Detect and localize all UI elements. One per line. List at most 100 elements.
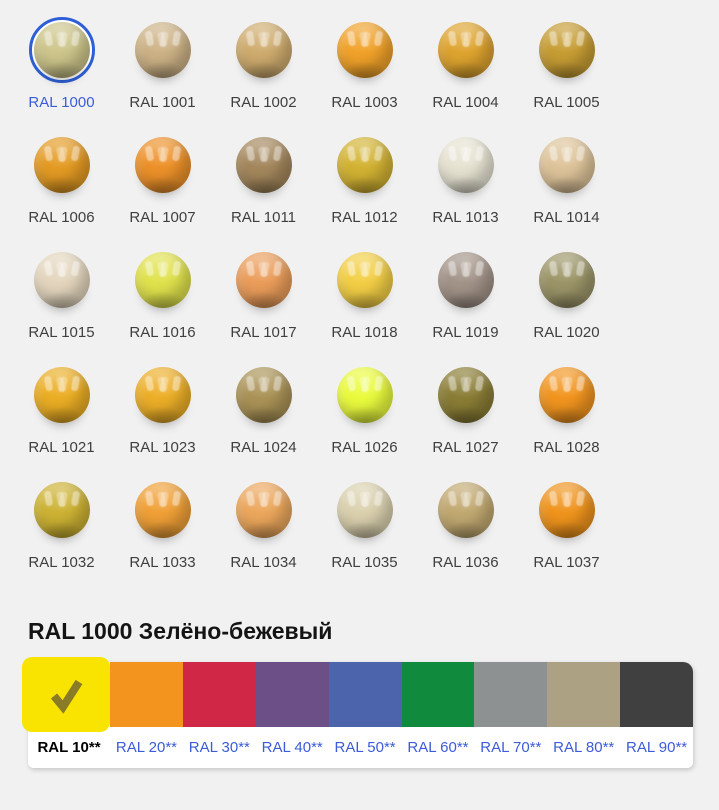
series-swatch[interactable] [474, 662, 548, 727]
ral-color-item[interactable]: RAL 1026 [314, 355, 415, 470]
color-sphere [437, 22, 494, 78]
ral-color-item[interactable]: RAL 1014 [516, 125, 617, 240]
ral-code-label: RAL 1033 [129, 554, 196, 571]
ral-code-label: RAL 1018 [331, 324, 398, 341]
ral-color-item[interactable]: RAL 1024 [213, 355, 314, 470]
selection-ring [130, 362, 196, 428]
series-link[interactable]: RAL 30** [188, 739, 250, 756]
series-link[interactable]: RAL 80** [553, 739, 615, 756]
ral-code-label: RAL 1015 [28, 324, 95, 341]
color-sphere [235, 252, 292, 308]
ral-color-item[interactable]: RAL 1012 [314, 125, 415, 240]
ral-color-item[interactable]: RAL 1027 [415, 355, 516, 470]
ral-code-label: RAL 1034 [230, 554, 297, 571]
series-swatch-row [22, 657, 693, 732]
selection-ring [231, 17, 297, 83]
ral-code-label: RAL 1006 [28, 209, 95, 226]
ral-code-label: RAL 1032 [28, 554, 95, 571]
color-sphere [538, 22, 595, 78]
selection-ring [29, 477, 95, 543]
ral-color-item[interactable]: RAL 1015 [11, 240, 112, 355]
ral-color-item[interactable]: RAL 1019 [415, 240, 516, 355]
ral-color-item[interactable]: RAL 1011 [213, 125, 314, 240]
ral-code-label: RAL 1012 [331, 209, 398, 226]
ral-code-label: RAL 1035 [331, 554, 398, 571]
color-sphere [437, 252, 494, 308]
ral-code-label: RAL 1016 [129, 324, 196, 341]
color-sphere [336, 137, 393, 193]
ral-color-item[interactable]: RAL 1005 [516, 10, 617, 125]
ral-code-label: RAL 1005 [533, 94, 600, 111]
ral-color-item[interactable]: RAL 1007 [112, 125, 213, 240]
color-sphere [336, 22, 393, 78]
selection-ring [130, 477, 196, 543]
selection-ring [433, 362, 499, 428]
color-sphere [33, 137, 90, 193]
color-sphere [437, 137, 494, 193]
selection-ring [433, 17, 499, 83]
series-link[interactable]: RAL 10** [37, 739, 101, 756]
ral-color-item[interactable]: RAL 1028 [516, 355, 617, 470]
ral-color-item[interactable]: RAL 1004 [415, 10, 516, 125]
series-link[interactable]: RAL 90** [625, 739, 688, 756]
series-link[interactable]: RAL 50** [334, 739, 396, 756]
ral-color-item[interactable]: RAL 1020 [516, 240, 617, 355]
ral-code-label: RAL 1000 [28, 94, 95, 111]
ral-color-item[interactable]: RAL 1021 [11, 355, 112, 470]
color-sphere [33, 252, 90, 308]
series-swatch[interactable] [110, 662, 183, 727]
ral-color-item[interactable]: RAL 1000 [11, 10, 112, 125]
color-sphere [134, 22, 191, 78]
series-swatch[interactable] [547, 662, 621, 727]
series-swatch[interactable] [401, 662, 475, 727]
ral-color-item[interactable]: RAL 1016 [112, 240, 213, 355]
color-sphere [538, 367, 595, 423]
ral-color-item[interactable]: RAL 1018 [314, 240, 415, 355]
selection-ring [29, 132, 95, 198]
color-sphere [134, 367, 191, 423]
ral-color-item[interactable]: RAL 1013 [415, 125, 516, 240]
color-sphere [33, 482, 90, 538]
series-swatch[interactable] [255, 662, 329, 727]
series-label-row: RAL 10** RAL 20** RAL 30** RAL 40** RAL … [28, 727, 693, 768]
color-sphere [437, 367, 494, 423]
ral-code-label: RAL 1014 [533, 209, 600, 226]
series-swatch[interactable] [328, 662, 402, 727]
ral-color-item[interactable]: RAL 1034 [213, 470, 314, 585]
ral-color-item[interactable]: RAL 1002 [213, 10, 314, 125]
color-sphere [336, 252, 393, 308]
ral-code-label: RAL 1007 [129, 209, 196, 226]
ral-code-label: RAL 1002 [230, 94, 297, 111]
ral-color-item[interactable]: RAL 1023 [112, 355, 213, 470]
color-sphere [33, 367, 90, 423]
ral-color-item[interactable]: RAL 1001 [112, 10, 213, 125]
ral-color-item[interactable]: RAL 1032 [11, 470, 112, 585]
ral-color-item[interactable]: RAL 1003 [314, 10, 415, 125]
selection-ring [332, 132, 398, 198]
selection-ring [433, 247, 499, 313]
ral-color-item[interactable]: RAL 1037 [516, 470, 617, 585]
series-link[interactable]: RAL 70** [480, 739, 542, 756]
color-sphere [437, 482, 494, 538]
ral-color-item[interactable]: RAL 1006 [11, 125, 112, 240]
color-sphere [538, 252, 595, 308]
series-swatch[interactable] [182, 662, 256, 727]
ral-code-label: RAL 1026 [331, 439, 398, 456]
series-link[interactable]: RAL 20** [115, 739, 178, 756]
series-swatch[interactable] [620, 662, 693, 727]
ral-color-item[interactable]: RAL 1017 [213, 240, 314, 355]
color-sphere [336, 482, 393, 538]
ral-code-label: RAL 1036 [432, 554, 499, 571]
color-sphere [538, 482, 595, 538]
ral-color-item[interactable]: RAL 1036 [415, 470, 516, 585]
ral-color-item[interactable]: RAL 1033 [112, 470, 213, 585]
series-link[interactable]: RAL 60** [407, 739, 469, 756]
selection-ring [29, 247, 95, 313]
selection-ring [231, 132, 297, 198]
series-link[interactable]: RAL 40** [261, 739, 323, 756]
selected-color-title: RAL 1000 Зелёно-бежевый [28, 618, 333, 644]
selection-ring [332, 362, 398, 428]
ral-color-item[interactable]: RAL 1035 [314, 470, 415, 585]
series-swatch[interactable] [22, 657, 110, 732]
selection-ring [433, 132, 499, 198]
